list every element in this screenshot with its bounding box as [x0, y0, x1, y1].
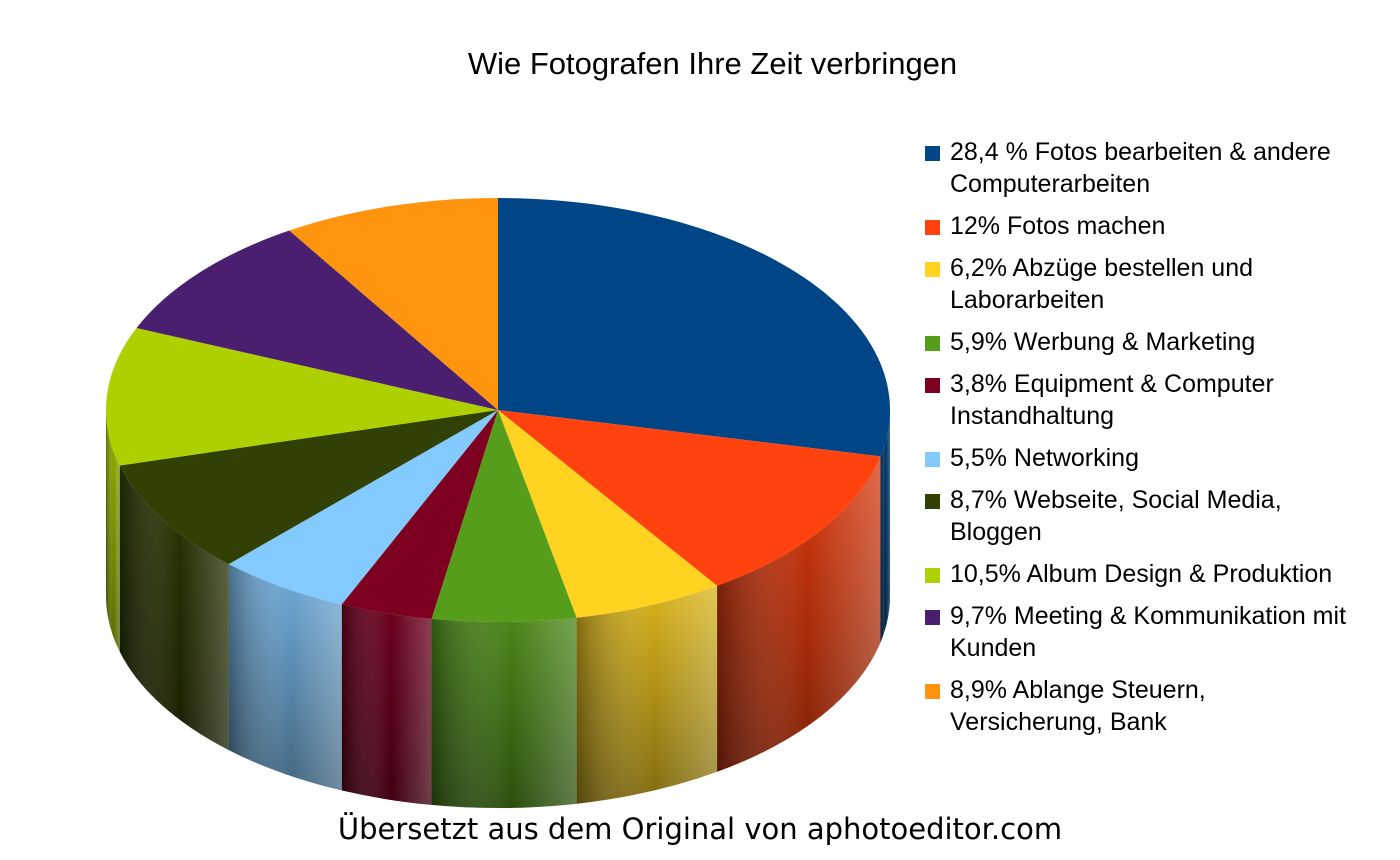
- pie-sides: [106, 410, 890, 809]
- legend-item: 8,9% Ablange Steuern, Versicherung, Bank: [925, 674, 1365, 738]
- legend-item: 28,4 % Fotos bearbeiten & andere Compute…: [925, 136, 1365, 200]
- legend-label: 6,2% Abzüge bestellen und Laborarbeiten: [950, 254, 1254, 314]
- legend-label: 10,5% Album Design & Produktion: [950, 560, 1333, 588]
- legend-label: 8,7% Webseite, Social Media, Bloggen: [950, 486, 1282, 546]
- pie-tops: [105, 198, 890, 623]
- legend-swatch: [925, 336, 940, 351]
- legend-label: 8,9% Ablange Steuern, Versicherung, Bank: [950, 676, 1206, 736]
- legend-item: 6,2% Abzüge bestellen und Laborarbeiten: [925, 252, 1365, 316]
- legend-item: 3,8% Equipment & Computer Instandhaltung: [925, 368, 1365, 432]
- pie-side-shine: [106, 410, 120, 652]
- pie-slice: [119, 410, 499, 565]
- pie-slice: [228, 410, 499, 605]
- legend-item: 10,5% Album Design & Produktion: [925, 558, 1365, 590]
- legend-item: 5,5% Networking: [925, 442, 1365, 474]
- legend-label: 28,4 % Fotos bearbeiten & andere Compute…: [950, 138, 1331, 198]
- pie-slice: [498, 198, 890, 457]
- pie-side-shine: [880, 410, 890, 643]
- pie-slice: [498, 410, 718, 618]
- legend-swatch: [925, 610, 940, 625]
- legend-label: 5,9% Werbung & Marketing: [950, 328, 1256, 356]
- pie-side-shine: [228, 564, 342, 791]
- legend-label: 12% Fotos machen: [950, 212, 1166, 240]
- pie-slice: [498, 410, 881, 586]
- pie-slice: [431, 410, 577, 623]
- legend-swatch: [925, 220, 940, 235]
- legend-label: 9,7% Meeting & Kommunikation mit Kunden: [950, 602, 1347, 662]
- pie-side-shine: [431, 617, 577, 809]
- pie-side-shine: [576, 585, 718, 804]
- legend-label: 3,8% Equipment & Computer Instandhaltung: [950, 370, 1274, 430]
- legend-swatch: [925, 452, 940, 467]
- legend-item: 9,7% Meeting & Kommunikation mit Kunden: [925, 600, 1365, 664]
- legend-item: 8,7% Webseite, Social Media, Bloggen: [925, 484, 1365, 548]
- pie-slice: [136, 230, 499, 410]
- legend-swatch: [925, 146, 940, 161]
- chart-title: Wie Fotografen Ihre Zeit verbringen: [467, 46, 958, 81]
- pie-side-shine: [341, 604, 432, 805]
- pie-slice: [105, 327, 499, 466]
- pie-slice: [341, 410, 498, 619]
- pie-slice: [289, 198, 498, 410]
- legend-swatch: [925, 262, 940, 277]
- legend: 28,4 % Fotos bearbeiten & andere Compute…: [925, 136, 1365, 748]
- legend-label: 5,5% Networking: [950, 444, 1139, 472]
- footer-note: Übersetzt aus dem Original von aphotoedi…: [337, 812, 1063, 846]
- pie-side-shine: [717, 456, 881, 772]
- legend-swatch: [925, 684, 940, 699]
- legend-swatch: [925, 378, 940, 393]
- legend-item: 12% Fotos machen: [925, 210, 1365, 242]
- legend-item: 5,9% Werbung & Marketing: [925, 326, 1365, 358]
- legend-swatch: [925, 494, 940, 509]
- legend-swatch: [925, 568, 940, 583]
- pie-side-shine: [119, 465, 229, 751]
